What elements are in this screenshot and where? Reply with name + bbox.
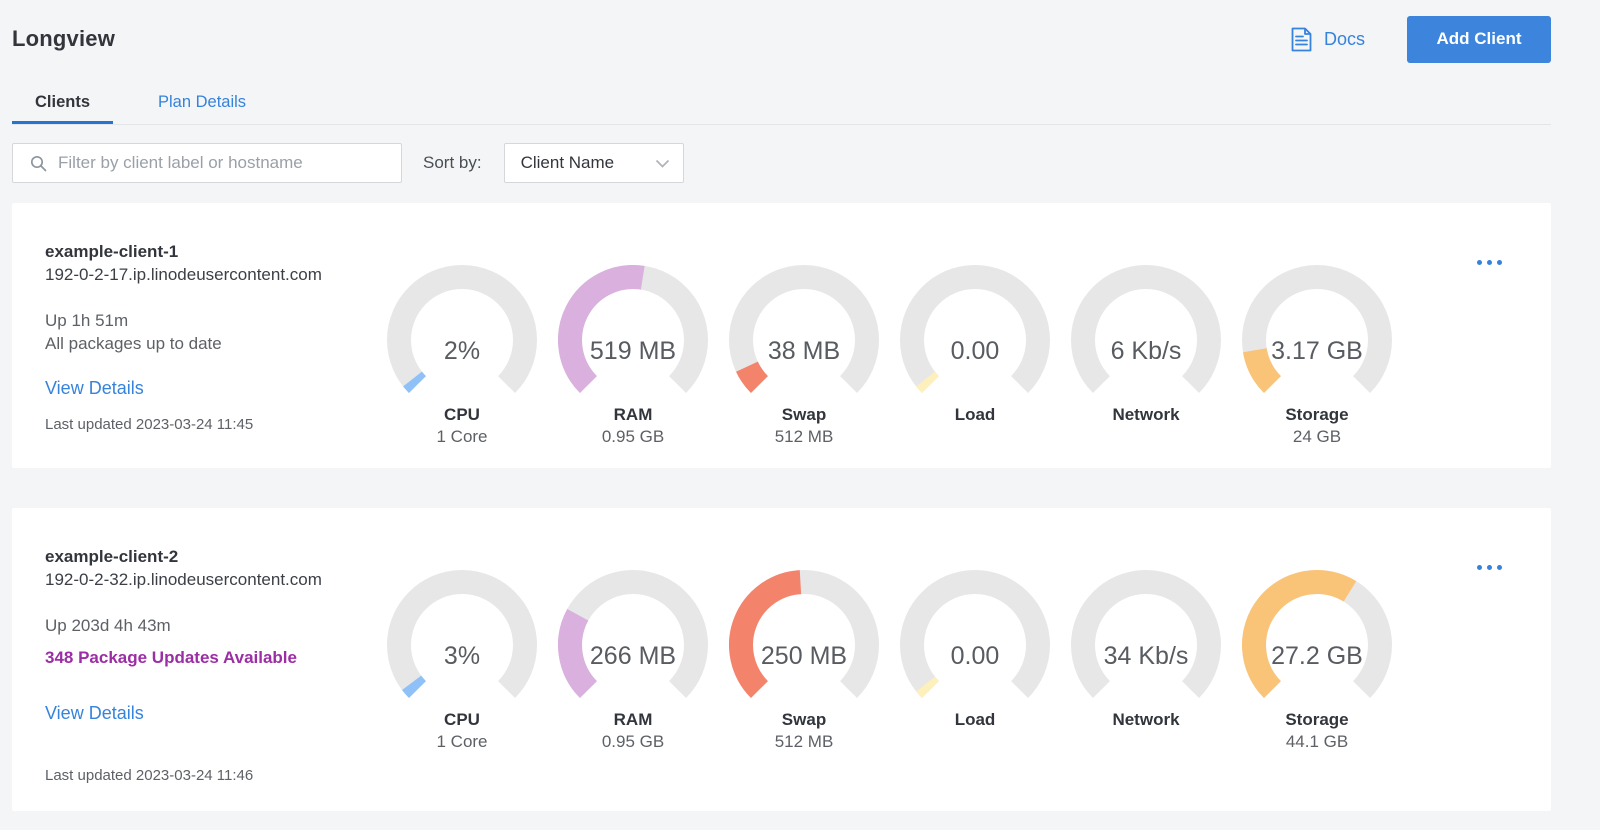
gauge-label: Swap <box>781 710 827 729</box>
gauge-sublabel: 1 Core <box>436 732 488 751</box>
filter-input-wrapper <box>12 143 402 183</box>
gauge-sublabel: 0.95 GB <box>601 427 665 446</box>
action-menu-button[interactable] <box>1473 256 1506 269</box>
gauge-label: Network <box>1112 710 1180 729</box>
gauge-value: 0.00 <box>950 642 1000 670</box>
client-name[interactable]: example-client-2 <box>45 547 179 566</box>
sort-select[interactable]: Client Name <box>503 143 684 183</box>
gauge-value: 266 MB <box>589 642 677 670</box>
gauge-label: Swap <box>781 405 827 424</box>
kebab-dot <box>1477 260 1482 265</box>
add-client-button[interactable]: Add Client <box>1407 15 1551 63</box>
chevron-down-icon <box>655 159 669 168</box>
gauge-storage: 27.2 GB Storage 44.1 GB <box>1242 570 1392 811</box>
gauge-label: CPU <box>444 710 480 729</box>
search-icon <box>30 155 47 171</box>
gauge-cpu: 2% CPU 1 Core <box>387 265 537 468</box>
client-hostname: 192-0-2-32.ip.linodeusercontent.com <box>45 570 322 589</box>
gauge-sublabel: 1 Core <box>436 427 488 446</box>
gauge-sublabel: 44.1 GB <box>1285 732 1349 751</box>
last-updated: Last updated 2023-03-24 11:45 <box>45 416 254 433</box>
kebab-dot <box>1487 565 1492 570</box>
action-menu-button[interactable] <box>1473 561 1506 574</box>
gauge-ram: 519 MB RAM 0.95 GB <box>558 265 708 468</box>
gauge-value: 6 Kb/s <box>1110 337 1182 365</box>
sort-by-label: Sort by: <box>423 153 482 172</box>
client-info: example-client-1 192-0-2-17.ip.linodeuse… <box>12 203 387 468</box>
gauge-value: 0.00 <box>950 337 1000 365</box>
kebab-dot <box>1497 260 1502 265</box>
page-title: Longview <box>12 26 116 51</box>
tab-plan-details[interactable]: Plan Details <box>158 93 247 111</box>
gauge-label: Load <box>954 710 996 729</box>
packages-status: All packages up to date <box>45 334 222 353</box>
client-card-example-client-2: example-client-2 192-0-2-32.ip.linodeuse… <box>12 508 1551 811</box>
gauge-cpu: 3% CPU 1 Core <box>387 570 537 811</box>
gauges-row: 2% CPU 1 Core 519 MB RAM 0.95 GB 38 MB <box>387 203 1392 468</box>
docs-label: Docs <box>1323 28 1365 49</box>
client-uptime: Up 1h 51m <box>45 311 129 330</box>
gauge-swap: 38 MB Swap 512 MB <box>729 265 879 468</box>
filter-row: Sort by: Client Name <box>12 143 1551 183</box>
client-card-example-client-1: example-client-1 192-0-2-17.ip.linodeuse… <box>12 203 1551 468</box>
gauge-sublabel: 24 GB <box>1292 427 1342 446</box>
gauge-load: 0.00 Load <box>900 570 1050 811</box>
gauge-value: 519 MB <box>589 337 677 365</box>
last-updated: Last updated 2023-03-24 11:46 <box>45 767 254 784</box>
gauge-ram: 266 MB RAM 0.95 GB <box>558 570 708 811</box>
gauge-label: RAM <box>613 405 653 424</box>
gauge-network: 34 Kb/s Network <box>1071 570 1221 811</box>
tab-clients[interactable]: Clients <box>12 83 113 124</box>
gauge-label: Storage <box>1285 405 1349 424</box>
gauge-value: 38 MB <box>767 337 841 365</box>
view-details-link[interactable]: View Details <box>45 378 144 398</box>
longview-page: Longview Docs Add Client Clients Plan De… <box>12 15 1551 811</box>
client-info: example-client-2 192-0-2-32.ip.linodeuse… <box>12 508 387 811</box>
gauge-label: CPU <box>444 405 480 424</box>
gauge-sublabel: 512 MB <box>774 427 834 446</box>
gauge-value: 34 Kb/s <box>1103 642 1189 670</box>
docs-icon <box>1291 27 1312 51</box>
gauge-value: 250 MB <box>760 642 848 670</box>
kebab-dot <box>1477 565 1482 570</box>
gauge-label: Storage <box>1285 710 1349 729</box>
kebab-dot <box>1487 260 1492 265</box>
gauge-label: Load <box>954 405 996 424</box>
sort-select-value: Client Name <box>520 153 615 172</box>
kebab-dot <box>1497 565 1502 570</box>
header-actions: Docs Add Client <box>1289 15 1551 63</box>
gauge-swap: 250 MB Swap 512 MB <box>729 570 879 811</box>
gauge-value: 2% <box>443 337 481 365</box>
filter-input[interactable] <box>58 153 389 173</box>
gauge-sublabel: 0.95 GB <box>601 732 665 751</box>
docs-link[interactable]: Docs <box>1289 26 1365 53</box>
gauge-load: 0.00 Load <box>900 265 1050 468</box>
gauge-value: 3.17 GB <box>1271 337 1363 365</box>
gauge-network: 6 Kb/s Network <box>1071 265 1221 468</box>
client-name[interactable]: example-client-1 <box>45 242 179 261</box>
gauge-label: RAM <box>613 710 653 729</box>
gauge-sublabel: 512 MB <box>774 732 834 751</box>
gauge-value: 27.2 GB <box>1271 642 1363 670</box>
view-details-link[interactable]: View Details <box>45 703 144 723</box>
gauge-storage: 3.17 GB Storage 24 GB <box>1242 265 1392 468</box>
client-uptime: Up 203d 4h 43m <box>45 616 171 635</box>
gauge-value: 3% <box>443 642 481 670</box>
gauges-row: 3% CPU 1 Core 266 MB RAM 0.95 GB 250 MB <box>387 508 1392 811</box>
gauge-label: Network <box>1112 405 1180 424</box>
page-header: Longview Docs Add Client <box>12 15 1551 63</box>
client-hostname: 192-0-2-17.ip.linodeusercontent.com <box>45 265 322 284</box>
package-updates-link[interactable]: 348 Package Updates Available <box>45 648 297 667</box>
tabs: Clients Plan Details <box>12 83 1551 125</box>
